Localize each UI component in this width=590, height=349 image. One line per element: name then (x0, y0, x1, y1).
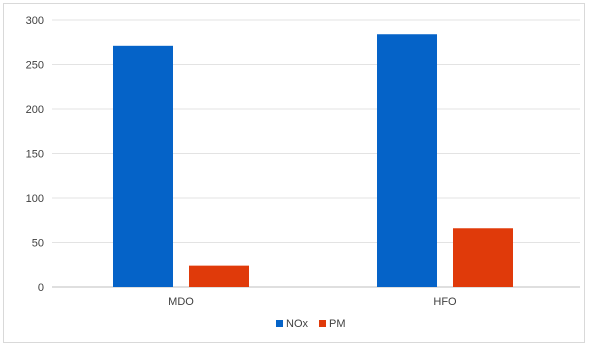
bar-nox-hfo (377, 34, 437, 287)
legend: NOx PM (276, 318, 346, 330)
y-tick-label: 250 (26, 60, 44, 72)
y-tick-label: 50 (32, 238, 44, 250)
y-tick-label: 300 (26, 15, 44, 27)
bar-nox-mdo (113, 45, 173, 288)
y-tick-label: 0 (38, 282, 44, 294)
x-axis-labels: MDO HFO (168, 296, 457, 308)
legend-swatch-pm (319, 320, 326, 327)
y-tick-label: 150 (26, 149, 44, 161)
bar-pm-mdo (189, 265, 249, 287)
bar-pm-hfo (453, 228, 513, 287)
y-tick-label: 100 (26, 193, 44, 205)
bars (113, 34, 513, 288)
legend-swatch-nox (276, 320, 283, 327)
legend-label-nox: NOx (286, 318, 309, 330)
x-category-label: MDO (168, 296, 194, 308)
y-tick-label: 200 (26, 104, 44, 116)
y-axis-ticks: 0 50 100 150 200 250 300 (26, 15, 44, 294)
x-category-label: HFO (433, 296, 457, 308)
legend-label-pm: PM (329, 318, 346, 330)
